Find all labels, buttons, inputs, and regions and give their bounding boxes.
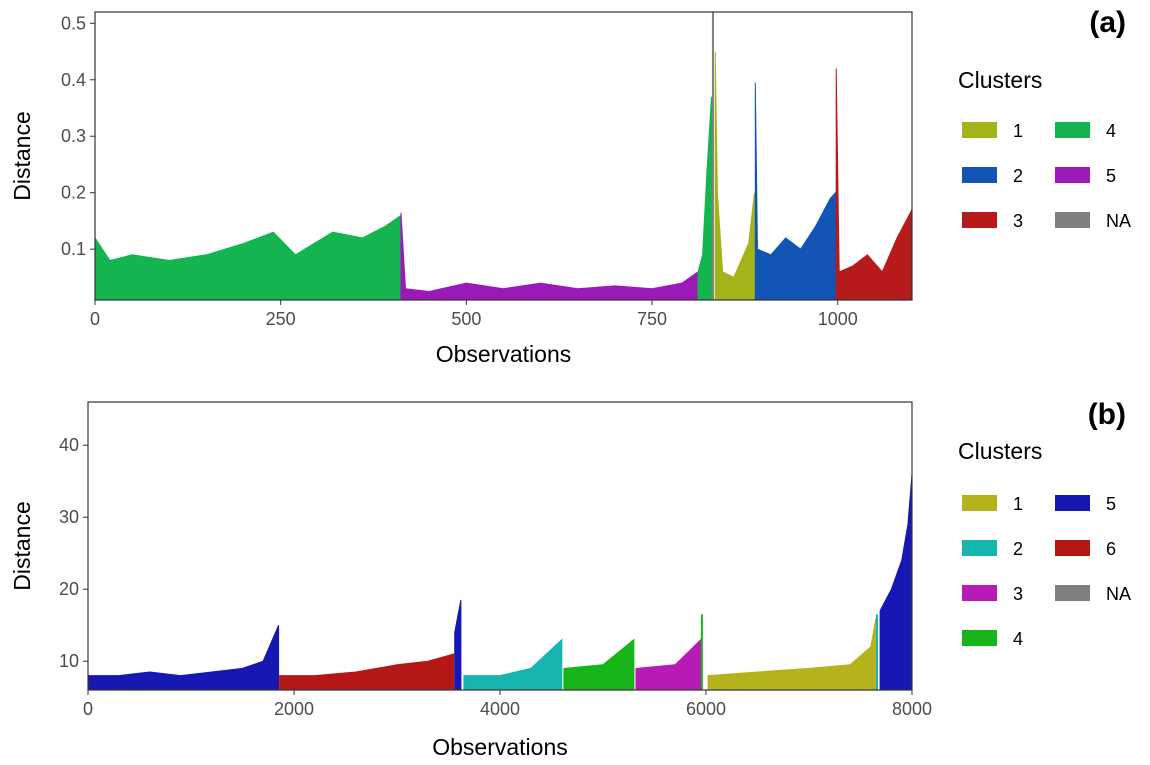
- y-tick-label: 0.2: [61, 183, 86, 203]
- legend-key-4: [962, 630, 997, 646]
- legend-label-1: 1: [1013, 494, 1023, 514]
- legend: Clusters 1 2 3 4 5 6 NA: [958, 438, 1131, 649]
- legend-title: Clusters: [958, 438, 1042, 464]
- legend-key-3: [962, 212, 997, 228]
- x-tick-label: 6000: [686, 699, 726, 719]
- x-tick-label: 750: [637, 309, 667, 329]
- y-tick-label: 0.4: [61, 70, 86, 90]
- legend-label-2: 2: [1013, 166, 1023, 186]
- area-cluster-1: [707, 617, 877, 691]
- area-cluster-5: [87, 625, 280, 691]
- area-cluster-6: [279, 653, 455, 691]
- legend-label-4: 4: [1013, 629, 1023, 649]
- chart-panel-2: 0 2000 4000 6000 8000 10 20 30 40 Observations Dis…: [9, 398, 1131, 760]
- x-tick-label: 0: [90, 309, 100, 329]
- panel-label: (a): [1089, 6, 1126, 39]
- legend-key-NA: [1055, 212, 1090, 228]
- y-axis-title: Distance: [9, 111, 35, 200]
- area-cluster-1: [714, 51, 755, 301]
- area-cluster-3: [635, 638, 702, 691]
- legend-label-4: 4: [1106, 121, 1116, 141]
- legend-label-1: 1: [1013, 121, 1023, 141]
- panel-label: (b): [1088, 398, 1126, 431]
- chart-panel-1: 0 250 500 750 1000 0.1 0.2 0.3 0.4 0.5 Observation…: [9, 6, 1131, 367]
- x-axis-title: Observations: [432, 734, 568, 760]
- legend-title: Clusters: [958, 67, 1042, 93]
- x-tick-label: 8000: [892, 699, 932, 719]
- area-cluster-5: [400, 212, 699, 301]
- area-cluster-5: [454, 599, 462, 691]
- area-cluster-2: [754, 82, 836, 301]
- legend-key-1: [962, 495, 997, 511]
- area-cluster-4: [94, 214, 402, 301]
- y-tick-label: 30: [59, 507, 79, 527]
- legend-label-3: 3: [1013, 584, 1023, 604]
- y-tick-label: 10: [59, 651, 79, 671]
- legend-key-5: [1055, 167, 1090, 183]
- legend-label-5: 5: [1106, 166, 1116, 186]
- plot-border: [94, 11, 913, 301]
- y-tick-label: 0.5: [61, 13, 86, 33]
- x-tick-label: 0: [83, 699, 93, 719]
- y-tick-label: 20: [59, 579, 79, 599]
- legend-label-NA: NA: [1106, 211, 1131, 231]
- plot-border: [87, 401, 913, 691]
- legend-label-6: 6: [1106, 539, 1116, 559]
- x-tick-label: 4000: [480, 699, 520, 719]
- area-cluster-4: [563, 638, 635, 691]
- legend-label-5: 5: [1106, 494, 1116, 514]
- area-cluster-3: [835, 68, 913, 301]
- legend-key-6: [1055, 540, 1090, 556]
- legend: Clusters 1 2 3 4 5 NA: [958, 67, 1131, 231]
- legend-key-2: [962, 540, 997, 556]
- area-cluster-5: [879, 473, 913, 691]
- legend-label-2: 2: [1013, 539, 1023, 559]
- x-axis-title: Observations: [436, 341, 572, 367]
- x-tick-label: 250: [266, 309, 296, 329]
- y-axis-title: Distance: [9, 501, 35, 590]
- y-tick-label: 40: [59, 435, 79, 455]
- legend-key-3: [962, 585, 997, 601]
- x-tick-label: 2000: [274, 699, 314, 719]
- legend-key-5: [1055, 495, 1090, 511]
- x-tick-label: 1000: [818, 309, 858, 329]
- y-tick-label: 0.3: [61, 126, 86, 146]
- legend-key-2: [962, 167, 997, 183]
- x-tick-label: 500: [451, 309, 481, 329]
- legend-key-4: [1055, 122, 1090, 138]
- y-tick-label: 0.1: [61, 239, 86, 259]
- legend-label-3: 3: [1013, 211, 1023, 231]
- legend-key-1: [962, 122, 997, 138]
- legend-key-NA: [1055, 585, 1090, 601]
- area-cluster-2: [463, 638, 563, 691]
- legend-label-NA: NA: [1106, 584, 1131, 604]
- area-cluster-4: [697, 96, 712, 301]
